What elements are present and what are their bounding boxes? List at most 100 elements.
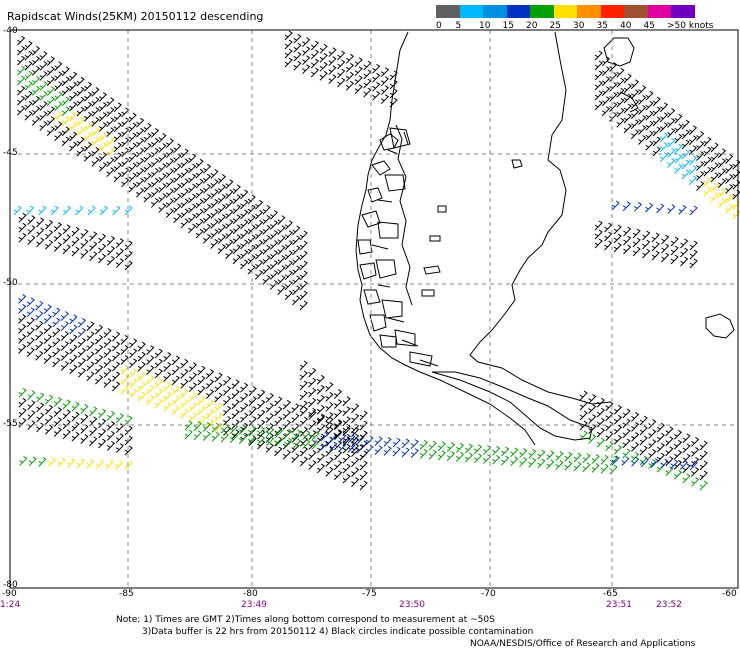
wind-barb — [136, 137, 145, 148]
wind-barb — [717, 158, 727, 169]
wind-barb — [609, 72, 618, 82]
wind-barb — [699, 470, 708, 481]
wind-barb — [594, 238, 603, 249]
wind-barb — [342, 406, 351, 417]
wind-barb — [678, 204, 687, 215]
wind-barb — [661, 243, 670, 254]
wind-barb — [61, 96, 70, 107]
wind-barb — [325, 416, 334, 427]
wind-barb — [150, 128, 160, 138]
wind-barb — [639, 415, 648, 426]
wind-barb — [284, 270, 293, 281]
wind-barb — [299, 400, 308, 411]
chile-islands-2 — [375, 127, 433, 367]
wind-barb — [31, 45, 41, 56]
wind-barb — [679, 459, 689, 470]
wind-barb — [262, 214, 271, 225]
wind-barb — [269, 230, 279, 240]
wind-barb — [121, 127, 130, 138]
wind-barb — [645, 90, 654, 101]
wind-barb — [674, 153, 683, 164]
wind-barb — [292, 285, 301, 296]
wind-barb — [43, 324, 52, 335]
wind-barb — [604, 231, 613, 242]
wind-barb — [115, 413, 124, 424]
wind-barb — [325, 402, 334, 412]
wind-barb — [137, 341, 146, 352]
wind-barb — [277, 255, 286, 265]
wind-barb — [277, 275, 286, 285]
wind-barb — [80, 424, 89, 434]
wind-barb — [292, 295, 301, 306]
wind-barb — [36, 422, 45, 433]
wind-barb — [351, 433, 360, 444]
wind-barb — [269, 280, 279, 290]
wind-barb — [165, 168, 174, 179]
wind-barb — [710, 162, 719, 173]
wind-barb — [419, 439, 428, 450]
wind-barb — [689, 258, 698, 269]
wind-barb — [128, 132, 137, 143]
wind-barb — [623, 244, 632, 255]
wind-barb — [76, 96, 85, 107]
wind-barb — [383, 436, 392, 447]
wind-barb — [54, 71, 63, 82]
wind-barb — [613, 414, 623, 425]
wind-barb — [359, 450, 368, 461]
wind-barb — [238, 425, 248, 435]
wind-barb — [112, 205, 121, 216]
wind-barb — [284, 230, 293, 241]
wind-barb — [665, 426, 674, 437]
wind-barb — [302, 37, 311, 48]
wind-barb — [299, 426, 309, 437]
wind-barb — [689, 240, 698, 251]
wind-barb — [623, 83, 632, 94]
colorbar-label: 40 — [620, 21, 632, 31]
wind-barb — [62, 244, 71, 255]
wind-barb — [359, 440, 368, 451]
wind-barb — [113, 142, 122, 153]
wind-barb — [231, 419, 240, 430]
wind-barb — [121, 177, 130, 188]
wind-barb — [623, 123, 632, 134]
wind-barb — [146, 375, 155, 385]
wind-barb — [86, 361, 95, 372]
wind-barb — [638, 115, 647, 125]
wind-barb — [188, 213, 197, 224]
wind-barb — [232, 224, 241, 235]
wind-barb — [630, 99, 640, 110]
wind-barb — [308, 410, 317, 420]
wind-barb — [492, 454, 501, 465]
wind-barb — [265, 423, 274, 433]
wind-barb — [682, 473, 691, 484]
wind-barb — [146, 395, 155, 405]
wind-barb — [316, 463, 326, 474]
wind-barb — [588, 394, 597, 404]
wind-barb — [622, 428, 631, 439]
wind-barb — [154, 368, 163, 379]
wind-barb — [652, 136, 661, 147]
wind-barb — [725, 164, 734, 174]
wind-barb — [137, 381, 146, 392]
wind-barb — [284, 260, 293, 271]
wind-barb — [665, 466, 674, 477]
wind-barb — [269, 270, 279, 280]
wind-barb — [274, 416, 283, 427]
wind-barb — [137, 361, 146, 372]
wind-barb — [710, 182, 719, 193]
wind-barb — [240, 392, 249, 403]
wind-barb — [710, 172, 719, 183]
wind-barb — [223, 395, 232, 406]
wind-barb — [150, 138, 160, 148]
wind-barb — [596, 427, 605, 438]
wind-barb — [225, 249, 234, 260]
wind-barb — [334, 450, 343, 461]
wind-barb — [732, 179, 740, 190]
wind-barb — [195, 198, 204, 209]
wind-barb — [69, 101, 78, 112]
lat-lon-grid — [10, 30, 738, 588]
wind-barb — [76, 86, 85, 97]
wind-barb — [262, 254, 271, 265]
wind-barb — [89, 416, 98, 427]
wind-barb — [573, 461, 582, 472]
